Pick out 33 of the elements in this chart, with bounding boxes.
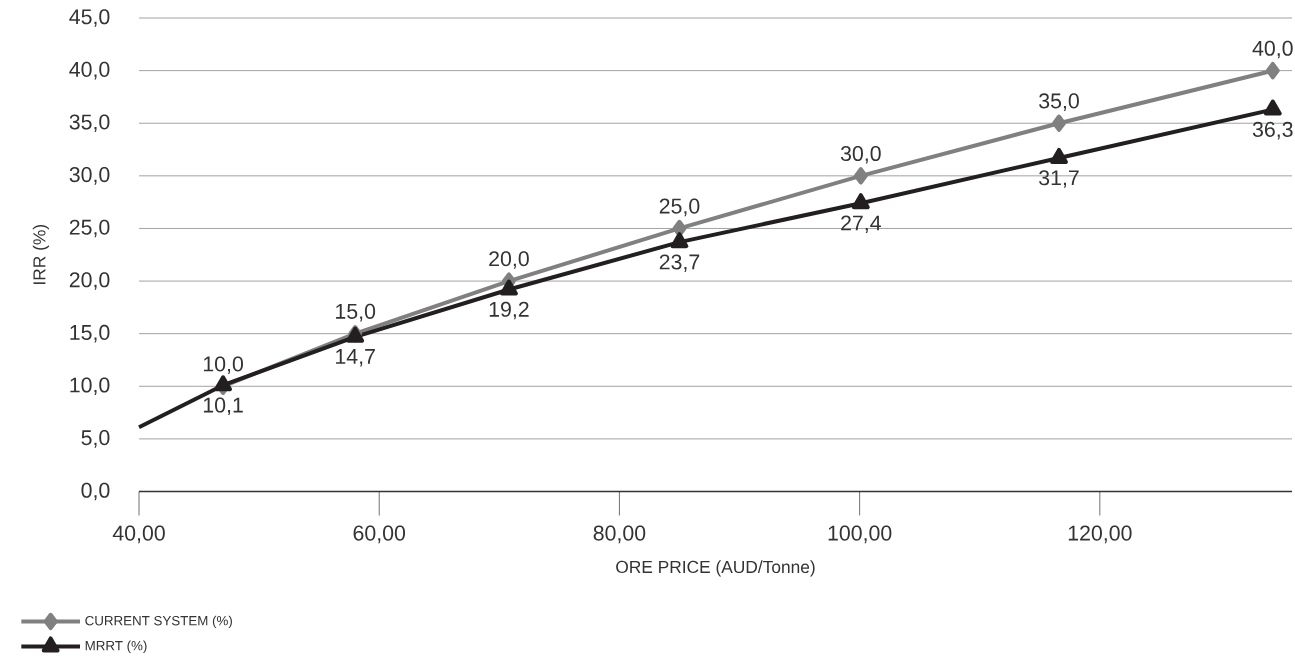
data-label: 30,0 (840, 145, 881, 164)
y-tick-label: 5,0 (81, 430, 110, 448)
y-tick-label: 15,0 (70, 324, 110, 343)
data-label: 10,1 (203, 397, 243, 416)
data-label: 15,0 (336, 303, 376, 322)
data-label: 14,7 (336, 349, 375, 367)
y-tick-label: 40,0 (69, 61, 110, 80)
y-tick-label: 30,0 (69, 167, 110, 185)
legend-label: MRRT (%) (85, 640, 147, 654)
data-label: 23,7 (659, 254, 700, 273)
data-label: 40,0 (1252, 40, 1293, 59)
data-label: 31,7 (1039, 170, 1079, 188)
data-label: 25,0 (659, 198, 700, 217)
y-tick-label: 45,0 (69, 9, 110, 27)
x-tick-label: 80,00 (593, 525, 646, 544)
y-tick-label: 20,0 (69, 272, 110, 290)
y-axis-title: IRR (%) (32, 225, 49, 284)
data-label: 19,2 (489, 301, 529, 320)
y-tick-label: 0,0 (81, 482, 110, 501)
y-tick-label: 25,0 (69, 219, 110, 238)
x-tick-label: 100,00 (828, 525, 892, 544)
data-label: 27,4 (841, 215, 881, 234)
data-label: 35,0 (1039, 93, 1079, 111)
data-label: 20,0 (489, 251, 529, 269)
x-tick-label: 60,00 (353, 525, 406, 544)
data-label: 10,0 (203, 356, 243, 375)
x-tick-label: 40,00 (112, 525, 165, 544)
x-axis-title: ORE PRICE (AUD/Tonne) (616, 560, 815, 577)
x-tick-label: 120,00 (1068, 525, 1132, 544)
data-label: 36,3 (1252, 121, 1293, 140)
y-tick-label: 10,0 (70, 377, 110, 396)
legend-label: CURRENT SYSTEM (%) (85, 615, 232, 629)
y-tick-label: 35,0 (69, 114, 110, 133)
